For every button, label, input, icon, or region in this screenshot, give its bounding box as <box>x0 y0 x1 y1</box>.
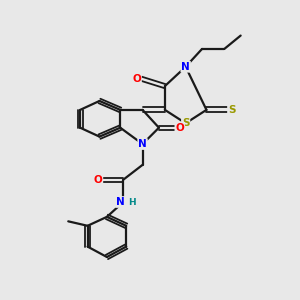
Text: N: N <box>181 62 190 72</box>
Text: H: H <box>128 197 135 206</box>
Text: O: O <box>132 74 141 84</box>
Text: N: N <box>116 197 125 207</box>
Text: S: S <box>182 118 189 128</box>
Text: O: O <box>94 175 102 185</box>
Text: S: S <box>228 105 236 115</box>
Text: N: N <box>138 139 147 149</box>
Text: O: O <box>175 123 184 133</box>
